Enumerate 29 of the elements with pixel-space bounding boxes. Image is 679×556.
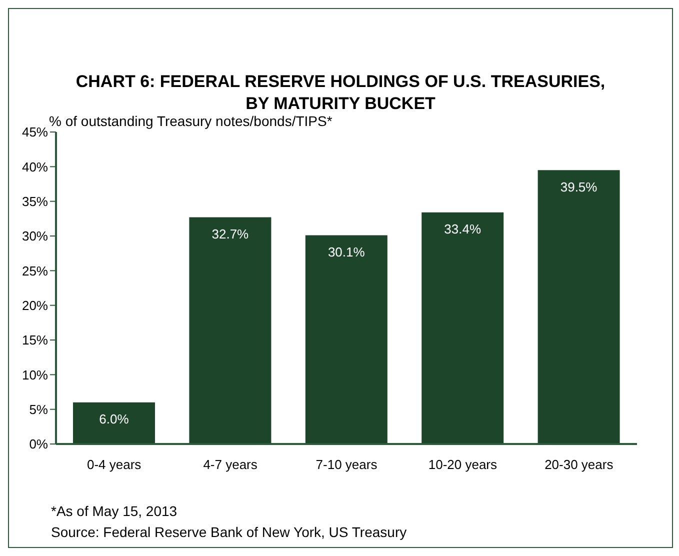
y-tick-label: 30% bbox=[22, 228, 48, 244]
data-label: 6.0% bbox=[99, 412, 130, 427]
y-tick-label: 40% bbox=[22, 159, 48, 174]
bar bbox=[538, 170, 620, 444]
bar bbox=[422, 212, 504, 444]
text: *As of May 15, 2013 bbox=[51, 502, 178, 521]
x-tick-label: 7-10 years bbox=[316, 457, 378, 472]
y-tick-label: 10% bbox=[22, 367, 48, 382]
y-tick-label: 0% bbox=[29, 436, 48, 452]
bar bbox=[189, 217, 272, 444]
x-tick-label: 10-20 years bbox=[428, 457, 498, 472]
bar bbox=[73, 402, 155, 444]
y-tick-label: 5% bbox=[29, 402, 48, 417]
y-axis-title: % of outstanding Treasury notes/bonds/TIPS* bbox=[49, 113, 332, 129]
data-label: 30.1% bbox=[328, 244, 366, 260]
y-tick-label: 20% bbox=[22, 298, 48, 313]
bar bbox=[305, 235, 388, 444]
x-tick-label: 4-7 years bbox=[203, 457, 258, 472]
x-tick-label: 0-4 years bbox=[87, 457, 142, 472]
data-label: 39.5% bbox=[560, 179, 598, 194]
y-tick-label: 15% bbox=[22, 332, 48, 348]
source-note: Source: Federal Reserve Bank of New York, US Treasury bbox=[51, 523, 407, 542]
y-tick-label: 35% bbox=[22, 194, 48, 209]
data-label: 33.4% bbox=[444, 222, 482, 237]
chart-title: CHART 6: FEDERAL RESERVE HOLDINGS OF U.S. TREASURIES, BY MATURITY BUCKET bbox=[74, 71, 606, 115]
x-tick-label: 20-30 years bbox=[544, 457, 614, 472]
data-label: 32.7% bbox=[212, 226, 250, 242]
y-tick-label: 45% bbox=[22, 124, 48, 140]
y-tick-label: 25% bbox=[22, 263, 48, 278]
